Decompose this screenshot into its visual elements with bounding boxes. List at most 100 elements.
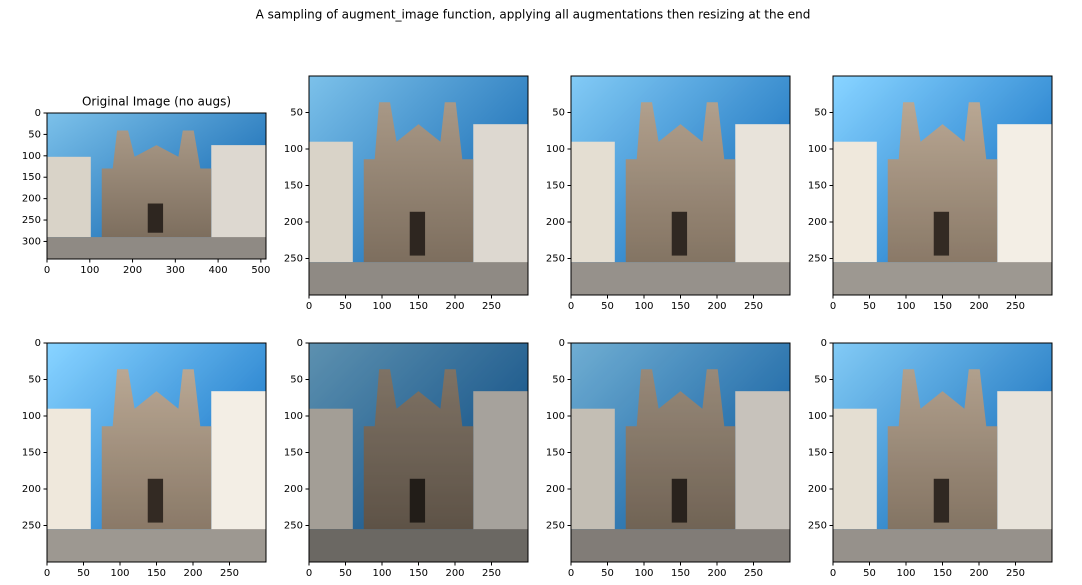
- y-tick-label: 250: [808, 521, 827, 532]
- photo: [833, 343, 1052, 562]
- y-tick-label: 200: [546, 484, 565, 495]
- y-tick-label: 100: [808, 411, 827, 422]
- left-buildings: [833, 408, 877, 530]
- x-tick-label: 150: [933, 301, 952, 312]
- x-tick-label: 100: [896, 568, 915, 579]
- y-tick-label: 150: [546, 448, 565, 459]
- y-tick-label: 200: [22, 484, 41, 495]
- x-tick-label: 0: [44, 265, 50, 276]
- y-tick-label: 150: [546, 181, 565, 192]
- x-tick-label: 150: [409, 568, 428, 579]
- y-tick-label: 100: [22, 411, 41, 422]
- y-tick-label: 250: [22, 215, 41, 226]
- y-tick-label: 100: [808, 144, 827, 155]
- y-tick-label: 150: [284, 181, 303, 192]
- x-tick-label: 150: [671, 568, 690, 579]
- x-tick-label: 100: [372, 568, 391, 579]
- x-tick-label: 100: [110, 568, 129, 579]
- x-tick-label: 150: [933, 568, 952, 579]
- right-buildings: [735, 391, 790, 534]
- x-tick-label: 0: [44, 568, 50, 579]
- square: [47, 237, 266, 259]
- y-tick-label: 150: [284, 448, 303, 459]
- image-panel: 0 50 100 150 200 250 50 100 150 200 250: [284, 75, 529, 312]
- x-tick-label: 200: [969, 568, 988, 579]
- x-tick-label: 250: [1006, 568, 1025, 579]
- y-tick-label: 50: [814, 108, 827, 119]
- y-tick-label: 50: [552, 375, 565, 386]
- right-buildings: [997, 391, 1052, 534]
- y-tick-label: 50: [290, 375, 303, 386]
- y-tick-label: 0: [297, 338, 303, 349]
- y-tick-label: 0: [559, 338, 565, 349]
- axes-frame: [46, 112, 267, 260]
- left-buildings: [571, 408, 615, 530]
- x-tick-label: 200: [445, 301, 464, 312]
- y-tick-label: 0: [35, 338, 41, 349]
- x-tick-label: 50: [339, 301, 352, 312]
- right-buildings: [473, 391, 528, 534]
- y-tick-label: 100: [284, 144, 303, 155]
- y-tick-label: 150: [808, 448, 827, 459]
- y-tick-label: 100: [546, 411, 565, 422]
- door: [671, 211, 688, 256]
- x-tick-label: 0: [830, 301, 836, 312]
- right-buildings: [473, 124, 528, 267]
- image-panel: 0 50 100 150 200 250 0 50 100 150 200 250: [808, 338, 1053, 579]
- x-tick-label: 100: [896, 301, 915, 312]
- y-tick-label: 250: [546, 254, 565, 265]
- door: [671, 478, 688, 523]
- left-buildings: [571, 141, 615, 263]
- x-tick-label: 300: [166, 265, 185, 276]
- x-tick-label: 150: [671, 301, 690, 312]
- y-tick-label: 250: [546, 521, 565, 532]
- x-tick-label: 100: [372, 301, 391, 312]
- square: [571, 262, 790, 295]
- x-tick-label: 500: [251, 265, 270, 276]
- image-panel: 0 50 100 150 200 250 50 100 150 200 250: [546, 75, 791, 312]
- photo: [571, 343, 790, 562]
- left-buildings: [47, 156, 91, 238]
- y-tick-label: 50: [290, 108, 303, 119]
- photo: [309, 343, 528, 562]
- x-tick-label: 150: [147, 568, 166, 579]
- x-tick-label: 100: [80, 265, 99, 276]
- y-tick-label: 250: [284, 254, 303, 265]
- x-tick-label: 250: [220, 568, 239, 579]
- y-tick-label: 200: [808, 484, 827, 495]
- church: [101, 369, 212, 530]
- y-tick-label: 50: [814, 375, 827, 386]
- y-tick-label: 100: [284, 411, 303, 422]
- x-tick-label: 400: [209, 265, 228, 276]
- y-tick-label: 250: [808, 254, 827, 265]
- y-tick-label: 150: [22, 172, 41, 183]
- x-tick-label: 250: [744, 568, 763, 579]
- church: [363, 102, 474, 263]
- photo: [833, 76, 1052, 295]
- image-panel: 0 100 200 300 400 500 0 50 100 150 200 250 300 Origin…: [22, 95, 271, 277]
- y-tick-label: 50: [552, 108, 565, 119]
- x-tick-label: 100: [634, 568, 653, 579]
- square: [833, 262, 1052, 295]
- x-tick-label: 50: [77, 568, 90, 579]
- church: [625, 102, 736, 263]
- square: [833, 529, 1052, 562]
- x-tick-label: 200: [445, 568, 464, 579]
- y-tick-label: 200: [284, 217, 303, 228]
- church: [625, 369, 736, 530]
- x-tick-label: 0: [568, 568, 574, 579]
- y-tick-label: 100: [546, 144, 565, 155]
- square: [309, 262, 528, 295]
- y-tick-label: 200: [284, 484, 303, 495]
- door: [409, 478, 426, 523]
- church: [887, 102, 998, 263]
- x-tick-label: 100: [634, 301, 653, 312]
- x-tick-label: 50: [863, 568, 876, 579]
- door: [147, 203, 164, 233]
- y-tick-label: 150: [808, 181, 827, 192]
- photo: [309, 76, 528, 295]
- image-panel: 0 50 100 150 200 250 0 50 100 150 200 250: [546, 338, 791, 579]
- photo: [47, 343, 266, 562]
- x-tick-label: 200: [969, 301, 988, 312]
